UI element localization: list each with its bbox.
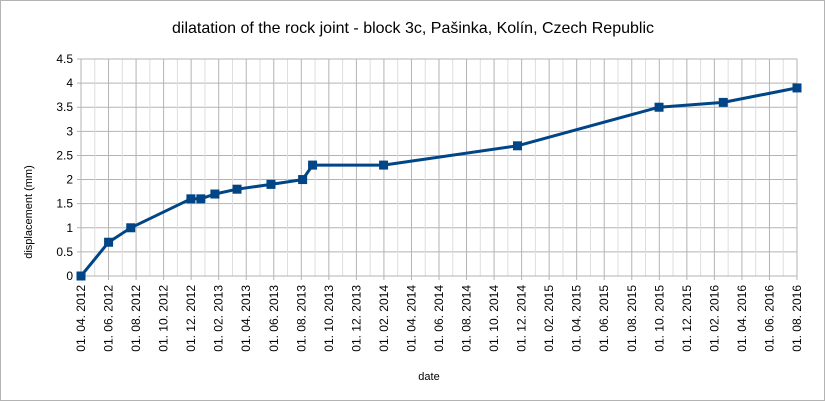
- x-tick-label: 01. 12. 2015: [680, 285, 694, 352]
- y-tick-label: 2.5: [56, 148, 73, 162]
- x-tick-label: 01. 04. 2013: [239, 285, 253, 352]
- data-point: [512, 141, 522, 151]
- x-tick-label: 01. 10. 2013: [322, 285, 336, 352]
- chart-title: dilatation of the rock joint - block 3c,…: [172, 20, 654, 37]
- x-tick-label: 01. 04. 2014: [404, 285, 418, 352]
- x-tick-label: 01. 06. 2012: [102, 285, 116, 352]
- x-tick-label: 01. 02. 2013: [212, 285, 226, 352]
- plot-border: [80, 58, 798, 277]
- x-tick-label: 01. 08. 2014: [460, 285, 474, 352]
- y-axis-ticks: 0 0.5 1 1.5 2 2.5 3 3.5 4 4.5: [56, 52, 73, 283]
- data-point: [266, 179, 276, 189]
- data-point: [186, 194, 196, 204]
- data-point: [210, 189, 220, 199]
- grid: [77, 58, 798, 280]
- x-tick-label: 01. 04. 2016: [735, 285, 749, 352]
- x-tick-label: 01. 08. 2013: [294, 285, 308, 352]
- y-tick-label: 2: [66, 173, 73, 187]
- x-tick-label: 01. 08. 2015: [625, 285, 639, 352]
- y-tick-label: 1: [66, 221, 73, 235]
- x-tick-label: 01. 10. 2012: [157, 285, 171, 352]
- data-point: [792, 83, 802, 93]
- y-tick-label: 0: [66, 269, 73, 283]
- x-tick-label: 01. 04. 2012: [74, 285, 88, 352]
- data-point: [126, 223, 136, 233]
- x-tick-label: 01. 10. 2015: [652, 285, 666, 352]
- x-tick-label: 01. 12. 2013: [349, 285, 363, 352]
- x-tick-label: 01. 02. 2014: [377, 285, 391, 352]
- x-tick-label: 01. 06. 2015: [597, 285, 611, 352]
- x-tick-label: 01. 06. 2014: [432, 285, 446, 352]
- plot-area: [80, 58, 798, 277]
- data-point: [104, 237, 114, 247]
- y-tick-label: 0.5: [56, 245, 73, 259]
- series-markers: [76, 83, 802, 281]
- x-tick-label: 01. 02. 2016: [707, 285, 721, 352]
- x-tick-label: 01. 08. 2012: [129, 285, 143, 352]
- data-point: [196, 194, 206, 204]
- x-tick-label: 01. 06. 2013: [267, 285, 281, 352]
- x-tick-label: 01. 10. 2014: [487, 285, 501, 352]
- y-tick-label: 3.5: [56, 100, 73, 114]
- y-tick-label: 4: [66, 76, 73, 90]
- y-tick-label: 3: [66, 124, 73, 138]
- y-tick-label: 4.5: [56, 52, 73, 66]
- y-axis-label: displacement (mm): [23, 165, 35, 259]
- x-tick-label: 01. 04. 2015: [570, 285, 584, 352]
- data-point: [308, 160, 318, 170]
- x-tick-label: 01. 12. 2014: [515, 285, 529, 352]
- data-point: [298, 175, 308, 185]
- data-point: [232, 184, 242, 194]
- data-point: [379, 160, 389, 170]
- x-axis-label: date: [418, 371, 439, 383]
- data-point: [76, 271, 86, 281]
- data-point: [718, 97, 728, 107]
- x-tick-label: 01. 12. 2012: [184, 285, 198, 352]
- x-tick-label: 01. 06. 2016: [762, 285, 776, 352]
- data-point: [654, 102, 664, 112]
- x-axis-ticks: 01. 04. 2012 01. 06. 2012 01. 08. 2012 01. …: [74, 285, 804, 352]
- x-tick-label: 01. 08. 2016: [790, 285, 804, 352]
- x-tick-label: 01. 02. 2015: [542, 285, 556, 352]
- y-tick-label: 1.5: [56, 197, 73, 211]
